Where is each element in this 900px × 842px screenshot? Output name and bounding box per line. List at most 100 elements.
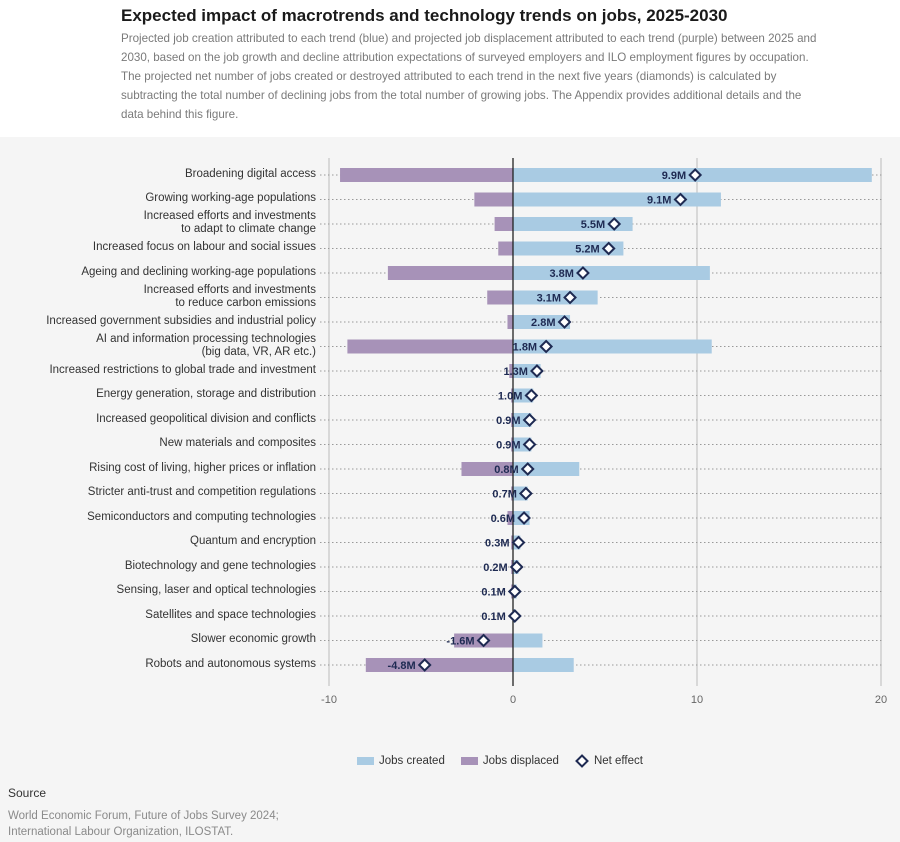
bar-jobs-displaced (507, 315, 513, 329)
net-effect-diamond (522, 413, 537, 427)
source-line: World Economic Forum, Future of Jobs Sur… (8, 810, 279, 822)
source-heading: Source (8, 786, 47, 800)
category-label: Increased focus on labour and social iss… (92, 241, 316, 253)
bar-jobs-created (513, 339, 712, 354)
bar-jobs-displaced (511, 388, 513, 403)
net-effect-diamond (522, 437, 537, 452)
bar-jobs-created (513, 241, 624, 256)
net-value-label: 0.7M (492, 489, 516, 501)
net-value-label: 5.2M (575, 244, 599, 256)
category-label: Robots and autonomous systems (145, 657, 316, 670)
diamond-icon (575, 754, 589, 768)
x-tick-label: 10 (691, 694, 703, 706)
net-effect-diamond (507, 609, 522, 623)
category-label: Sensing, laser and optical technologies (116, 584, 316, 596)
bar-jobs-displaced (511, 486, 513, 501)
bar-jobs-displaced (347, 339, 513, 354)
chart-title: Expected impact of macrotrends and techn… (121, 6, 728, 25)
legend-label: Jobs created (379, 755, 445, 767)
category-label: Increased efforts and investments to adap… (143, 210, 316, 235)
legend: Jobs created Jobs displaced Net effect (357, 754, 643, 768)
net-value-label: 0.9M (496, 415, 520, 427)
x-tick-label: 20 (875, 694, 887, 706)
net-effect-diamond (557, 315, 572, 329)
net-value-label: 9.1M (647, 195, 671, 207)
net-value-label: 5.5M (581, 219, 605, 231)
net-value-label: 1.0M (498, 391, 522, 403)
bar-jobs-displaced (461, 462, 513, 476)
bar-jobs-displaced (387, 266, 513, 280)
bar-jobs-created (513, 658, 574, 672)
net-effect-diamond (509, 560, 524, 574)
net-effect-diamond (576, 266, 590, 280)
net-value-label: 0.9M (496, 440, 520, 452)
category-label: Quantum and encryption (190, 535, 316, 547)
net-effect-diamond (539, 339, 554, 354)
category-label: AI and information processing technologi… (96, 332, 316, 358)
net-value-label: 1.8M (513, 342, 537, 354)
net-value-label: -1.6M (446, 636, 474, 648)
bar-jobs-created (513, 290, 598, 305)
category-label: Increased restrictions to global trade a… (49, 363, 316, 376)
net-value-label: 0.6M (491, 513, 515, 525)
bar-jobs-displaced (487, 290, 513, 305)
net-effect-diamond (601, 241, 616, 256)
category-label: Rising cost of living, higher prices or … (89, 461, 316, 474)
net-value-label: 3.1M (537, 293, 561, 305)
category-label: Increased government subsidies and indus… (46, 314, 316, 327)
x-tick-label: 0 (510, 694, 516, 706)
bar-jobs-displaced (509, 364, 513, 378)
category-label: Increased efforts and investments to redu… (143, 283, 316, 309)
net-effect-diamond (530, 364, 544, 378)
chart-subtitle: Projected job creation attributed to eac… (121, 32, 817, 121)
net-effect-diamond (517, 511, 531, 525)
category-label: New materials and composites (159, 437, 316, 449)
category-label: Semiconductors and computing technologie… (87, 510, 316, 523)
bar-jobs-displaced (511, 413, 513, 427)
bar-jobs-created (513, 192, 721, 207)
category-label: Slower economic growth (190, 633, 316, 645)
legend-label: Net effect (593, 755, 643, 767)
bar-jobs-displaced (498, 241, 513, 256)
net-effect-diamond (507, 584, 522, 599)
net-effect-diamond (673, 192, 688, 207)
legend-item-net: Net effect (575, 754, 643, 768)
bar-jobs-displaced (365, 658, 513, 672)
category-label: Broadening digital access (184, 167, 316, 180)
bar-jobs-created (513, 633, 543, 648)
category-label: Ageing and declining working-age populat… (81, 265, 316, 278)
category-label: Energy generation, storage and distribut… (96, 388, 316, 400)
net-value-label: 0.3M (485, 538, 509, 550)
category-label: Stricter anti-trust and competition regu… (87, 486, 316, 498)
bar-jobs-displaced (507, 511, 513, 525)
legend-item-created: Jobs created (357, 755, 445, 767)
net-value-label: 3.8M (549, 268, 573, 280)
x-tick-label: -10 (321, 694, 337, 706)
net-value-label: 0.1M (481, 587, 505, 599)
net-value-label: 2.8M (531, 317, 555, 329)
bar-jobs-created (513, 315, 571, 329)
net-effect-diamond (688, 168, 703, 182)
net-effect-diamond (518, 486, 533, 501)
bar-jobs-created (513, 266, 710, 280)
category-label: Growing working-age populations (145, 192, 316, 204)
net-effect-diamond (524, 388, 539, 403)
bar-jobs-displaced (494, 217, 513, 231)
net-effect-diamond (511, 535, 526, 550)
category-label: Satellites and space technologies (145, 608, 316, 621)
legend-label: Jobs displaced (482, 755, 559, 767)
legend-swatch-displaced (460, 757, 478, 765)
bar-jobs-displaced (340, 168, 513, 182)
net-value-label: -4.8M (388, 660, 416, 672)
bar-jobs-displaced (511, 437, 513, 452)
bar-jobs-displaced (474, 192, 513, 207)
legend-item-displaced: Jobs displaced (460, 755, 559, 767)
net-effect-diamond (520, 462, 535, 476)
net-value-label: 0.8M (494, 464, 518, 476)
legend-swatch-created (357, 757, 374, 765)
net-effect-diamond (607, 217, 622, 231)
net-effect-diamond (563, 290, 577, 305)
source-line: International Labour Organization, ILOST… (8, 826, 234, 838)
net-effect-diamond (476, 633, 491, 648)
